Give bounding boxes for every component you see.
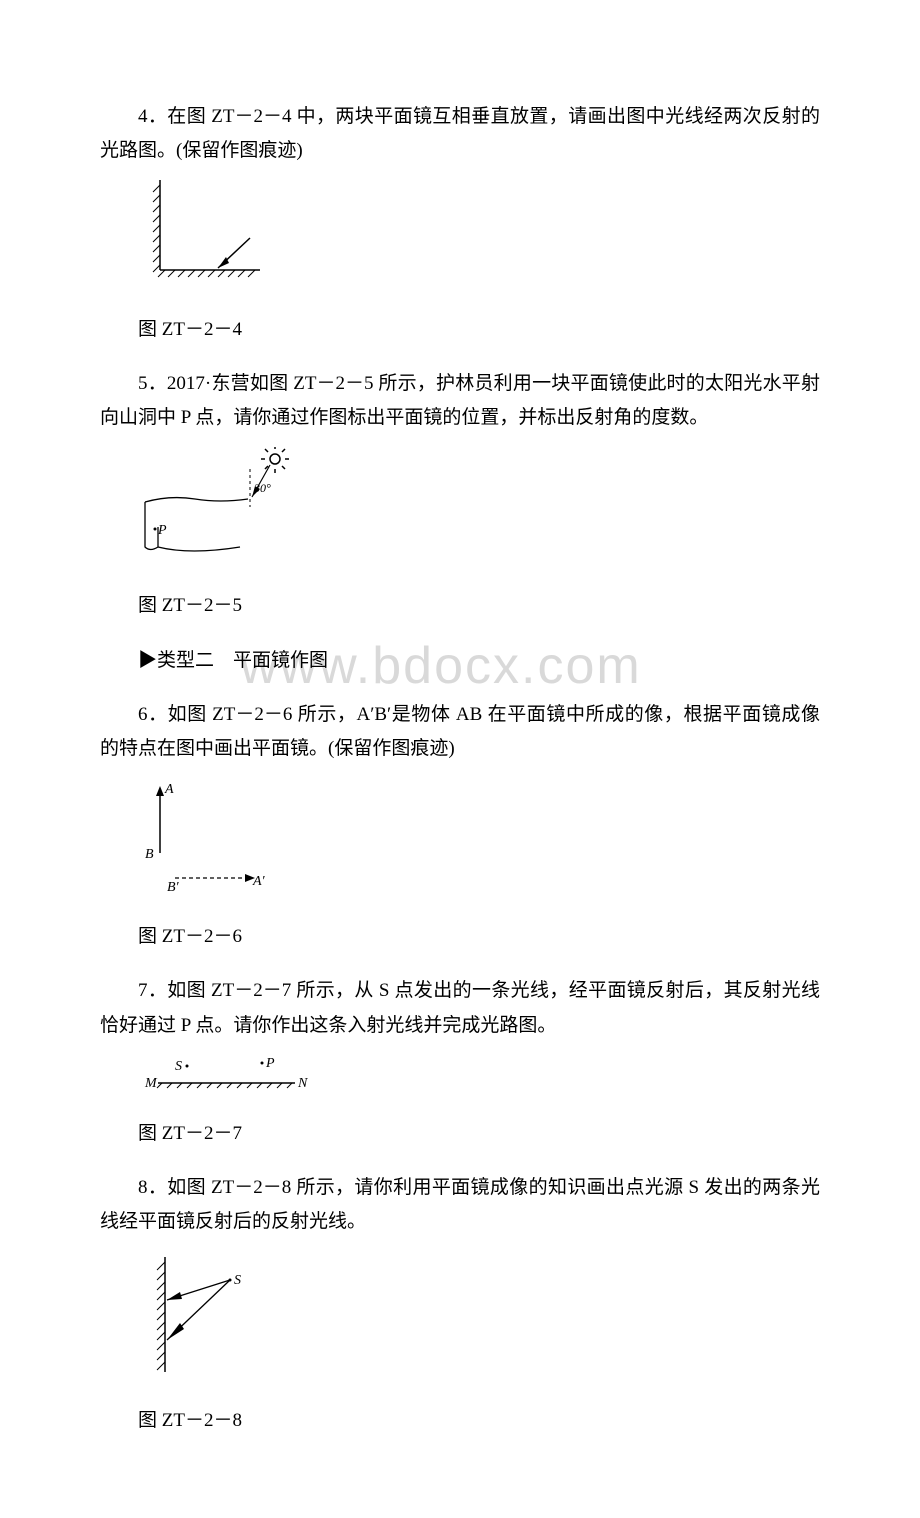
q7-text: 7．如图 ZT－2－7 所示，从 S 点发出的一条光线，经平面镜反射后，其反射光… [100, 974, 820, 1042]
svg-text:A: A [164, 782, 174, 797]
sun-icon [261, 447, 289, 473]
p-label: P [157, 523, 167, 538]
section2-heading: ▶类型二 平面镜作图 [100, 644, 820, 678]
q7-figure: S P M N [140, 1055, 820, 1107]
q5-caption: 图 ZT－2－5 [100, 589, 820, 623]
svg-text:B: B [145, 847, 154, 862]
q8-figure: S [140, 1252, 820, 1394]
q4-figure [140, 180, 820, 302]
svg-text:S: S [175, 1059, 182, 1074]
q6-text: 6．如图 ZT－2－6 所示，A′B′是物体 AB 在平面镜中所成的像，根据平面… [100, 698, 820, 766]
svg-text:P: P [265, 1056, 275, 1071]
q7-caption: 图 ZT－2－7 [100, 1117, 820, 1151]
q4-caption: 图 ZT－2－4 [100, 313, 820, 347]
svg-text:A′: A′ [252, 874, 266, 889]
svg-text:N: N [297, 1076, 308, 1091]
angle-label: 30° [253, 481, 271, 495]
q8-caption: 图 ZT－2－8 [100, 1404, 820, 1438]
q8-text: 8．如图 ZT－2－8 所示，请你利用平面镜成像的知识画出点光源 S 发出的两条… [100, 1171, 820, 1239]
svg-text:S: S [234, 1273, 241, 1288]
q4-text: 4．在图 ZT－2－4 中，两块平面镜互相垂直放置，请画出图中光线经两次反射的光… [100, 100, 820, 168]
svg-text:M: M [144, 1076, 158, 1091]
q6-caption: 图 ZT－2－6 [100, 920, 820, 954]
q5-text: 5．2017·东营如图 ZT－2－5 所示，护林员利用一块平面镜使此时的太阳光水… [100, 367, 820, 435]
q6-figure: A B B′ A′ [140, 778, 820, 910]
svg-text:B′: B′ [167, 880, 180, 895]
q5-figure: 30° P [140, 447, 820, 579]
